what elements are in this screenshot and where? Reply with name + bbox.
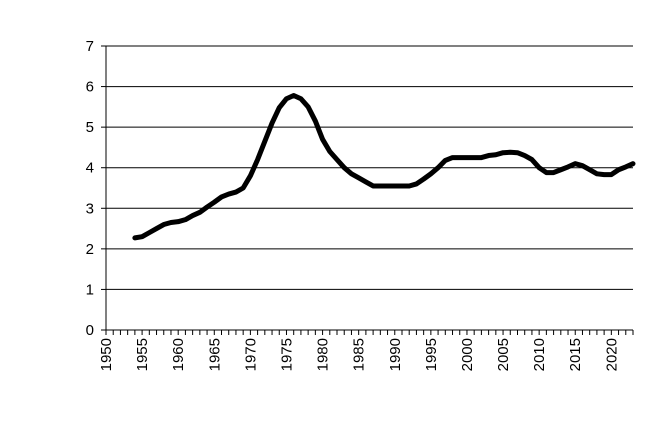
y-tick-label: 6 (86, 79, 94, 96)
x-tick-label: 2015 (567, 338, 584, 371)
y-tick-label: 3 (86, 200, 94, 217)
y-tick-label: 7 (86, 38, 94, 55)
series-line-0 (132, 93, 636, 241)
x-tick-label: 1995 (423, 338, 440, 371)
series (132, 93, 636, 241)
x-tick-label: 1970 (242, 338, 259, 371)
x-tick-label: 1950 (98, 338, 115, 371)
grid-lines (106, 45, 633, 290)
y-tick-labels: 0 1 2 3 4 5 6 7 (86, 38, 94, 339)
x-tick-label: 2000 (459, 338, 476, 371)
y-tick-label: 4 (86, 160, 94, 177)
x-tick-label: 2020 (603, 338, 620, 371)
y-tick-label: 2 (86, 241, 94, 258)
x-tick-label: 1990 (387, 338, 404, 371)
y-tick-label: 0 (86, 322, 94, 339)
x-tick-label: 1975 (278, 338, 295, 371)
x-tick-label: 2010 (531, 338, 548, 371)
ticks (101, 45, 634, 335)
y-tick-label: 5 (86, 119, 94, 136)
x-tick-label: 1965 (206, 338, 223, 371)
x-tick-label: 2005 (495, 338, 512, 371)
x-tick-label: 1960 (170, 338, 187, 371)
x-tick-label: 1985 (351, 338, 368, 371)
x-tick-labels: 1950 1955 1960 1965 1970 1975 1980 1985 1990 1995… (98, 338, 620, 371)
x-tick-label: 1980 (315, 338, 332, 371)
y-tick-label: 1 (86, 281, 94, 298)
x-tick-label: 1955 (134, 338, 151, 371)
axes (105, 46, 633, 331)
